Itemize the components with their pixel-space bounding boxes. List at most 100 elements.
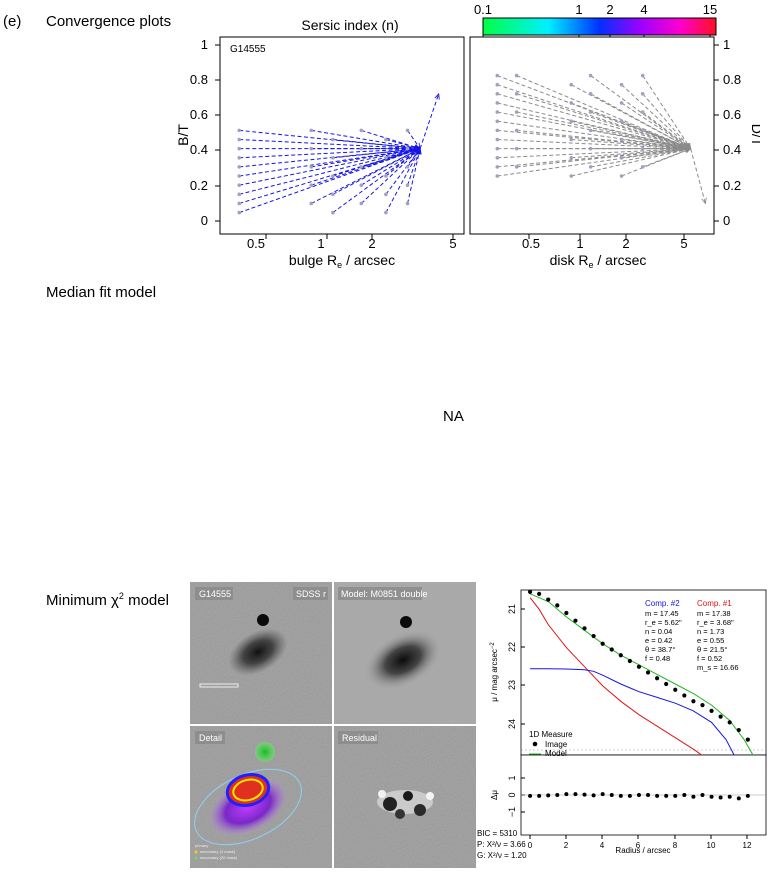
start-point bbox=[588, 73, 593, 78]
convergence-path bbox=[642, 111, 691, 149]
right-y-tick-label: 0.2 bbox=[723, 178, 741, 193]
label-bg-residual bbox=[338, 731, 378, 744]
right-x-label-post: / arcsec bbox=[594, 252, 647, 268]
start-point bbox=[237, 155, 242, 160]
start-point bbox=[588, 92, 593, 96]
convergence-path bbox=[311, 129, 420, 148]
comp2-line: e = 0.42 bbox=[645, 636, 672, 645]
image-point bbox=[745, 737, 750, 742]
image-point bbox=[618, 653, 623, 658]
start-point bbox=[495, 110, 500, 114]
start-point bbox=[359, 183, 364, 187]
start-point bbox=[495, 137, 500, 142]
scale-bar bbox=[199, 683, 239, 688]
legend-model-label: Model bbox=[545, 749, 567, 758]
start-point bbox=[495, 155, 500, 160]
residual-point bbox=[745, 793, 750, 798]
convergence-path bbox=[516, 111, 691, 149]
convergence-path bbox=[621, 84, 691, 149]
right-y-ticks bbox=[714, 44, 719, 222]
convergence-path bbox=[332, 149, 420, 159]
image-point bbox=[718, 714, 723, 719]
galaxy-image bbox=[228, 628, 288, 676]
profile-figure: 21 22 23 24 μ / mag arcsec−2 1 0 −1 Δμ 0… bbox=[490, 589, 767, 855]
residual-point bbox=[664, 793, 669, 798]
start-point bbox=[309, 128, 314, 133]
profile-legend-title: 1D Measure bbox=[529, 730, 573, 739]
image-point bbox=[736, 727, 741, 733]
residual-point bbox=[582, 792, 587, 797]
convergence-path-extra bbox=[690, 148, 706, 204]
start-point bbox=[619, 119, 624, 124]
profile-y-label-text: μ / mag arcsec bbox=[490, 649, 499, 702]
image-point bbox=[600, 641, 605, 646]
right-x-axis-label: disk Re / arcsec bbox=[550, 252, 647, 270]
convergence-path bbox=[239, 139, 420, 149]
right-y-tick-label: 0.4 bbox=[723, 142, 741, 157]
convergence-path bbox=[361, 149, 420, 186]
start-point bbox=[640, 110, 645, 114]
convergence-path bbox=[385, 149, 420, 177]
start-point bbox=[331, 192, 335, 197]
image-point bbox=[564, 610, 569, 616]
start-point bbox=[237, 146, 242, 151]
right-y-tick-label: 0 bbox=[723, 213, 730, 228]
profile-points bbox=[527, 590, 750, 742]
start-point bbox=[514, 110, 519, 114]
start-point bbox=[237, 201, 242, 206]
convergence-path bbox=[385, 139, 420, 149]
convergence-path bbox=[516, 149, 691, 168]
bulge-plot-frame bbox=[219, 36, 465, 235]
image-point bbox=[546, 597, 551, 602]
start-point bbox=[640, 128, 645, 133]
section-minimum-label: Minimum χ2 model bbox=[46, 591, 169, 609]
start-point bbox=[495, 165, 500, 169]
right-x-tick-label: 0.5 bbox=[522, 236, 540, 251]
minimum-prefix: Minimum bbox=[46, 592, 112, 609]
start-point bbox=[331, 137, 335, 142]
start-point bbox=[569, 82, 574, 87]
label-bg-detail bbox=[195, 731, 225, 744]
label-bg-galaxy bbox=[195, 587, 233, 600]
residual-pattern bbox=[377, 790, 434, 819]
comp2-line: f = 0.48 bbox=[645, 654, 670, 663]
profile-curve-comp-1 bbox=[529, 597, 703, 755]
start-point bbox=[640, 73, 645, 78]
right-x-ticks bbox=[528, 234, 685, 239]
left-y-tick-label: 0 bbox=[201, 213, 208, 228]
start-point bbox=[384, 137, 388, 142]
residual-point bbox=[646, 793, 651, 797]
legend-image-marker bbox=[532, 741, 538, 747]
convergence-path bbox=[239, 149, 420, 159]
convergence-figure: Sersic index (n) 0.1 1 2 4 15 G14555 0 0… bbox=[175, 2, 760, 270]
convergence-path bbox=[621, 139, 691, 149]
right-x-tick-label: 2 bbox=[622, 236, 629, 251]
image-point bbox=[691, 699, 696, 704]
panel-letter: (e) bbox=[3, 13, 22, 30]
left-x-tick-label: 5 bbox=[449, 236, 456, 251]
left-y-tick-label: 0.8 bbox=[190, 72, 208, 87]
start-point bbox=[309, 183, 314, 187]
detail-inner-ring bbox=[232, 778, 264, 802]
start-point bbox=[588, 165, 593, 169]
start-point bbox=[495, 174, 500, 178]
residual-point bbox=[709, 794, 714, 799]
start-point bbox=[569, 155, 574, 160]
comp1-line: θ = 21.5° bbox=[697, 645, 727, 654]
convergence-path bbox=[590, 149, 691, 168]
comp1-line: m_s = 16.66 bbox=[697, 663, 738, 672]
convergence-path bbox=[621, 102, 691, 149]
convergence-path bbox=[590, 129, 691, 148]
residual-point bbox=[636, 793, 641, 797]
start-point bbox=[331, 174, 335, 178]
start-point bbox=[514, 146, 519, 151]
convergence-path bbox=[239, 149, 420, 195]
profile-y-axis-label: μ / mag arcsec−2 bbox=[490, 642, 499, 702]
start-point bbox=[514, 92, 519, 96]
profile-x-tick-label: 12 bbox=[743, 841, 752, 850]
start-point bbox=[495, 73, 500, 78]
convergence-path bbox=[590, 75, 691, 149]
start-point bbox=[237, 192, 242, 197]
profile-x-tick-label: 8 bbox=[673, 841, 678, 850]
convergence-path bbox=[571, 139, 690, 149]
